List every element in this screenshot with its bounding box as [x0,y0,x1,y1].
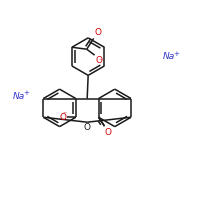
Text: +: + [173,51,179,57]
Text: O: O [95,28,102,37]
Text: Na: Na [163,52,175,61]
Text: O: O [59,113,66,122]
Text: O: O [84,123,91,132]
Text: Na: Na [13,92,25,101]
Text: ⁻: ⁻ [99,56,103,65]
Text: +: + [23,90,29,96]
Text: O: O [96,56,103,65]
Text: O: O [105,128,112,137]
Text: ⁻: ⁻ [62,110,66,119]
